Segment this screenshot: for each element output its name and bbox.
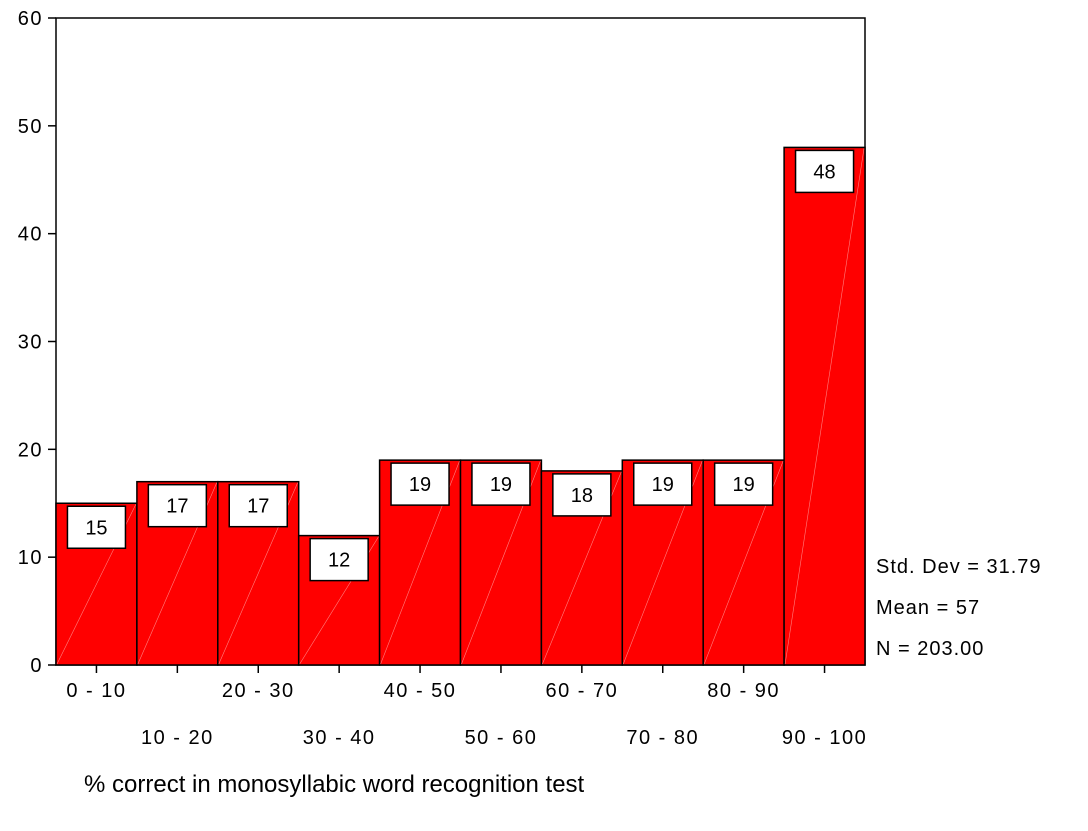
y-tick-label-20: 20 (18, 439, 43, 461)
x-tick-label-6: 50 - 60 (465, 727, 538, 749)
y-tick-label-40: 40 (18, 224, 43, 246)
bar-data-label-8: 19 (652, 474, 674, 496)
bar-label-box-8 (633, 462, 693, 506)
y-tick-label-10: 10 (18, 547, 43, 569)
mean-stat: Mean = 57 (876, 597, 980, 619)
bar-data-labels: 15 17 17 12 19 19 18 19 19 48 (66, 149, 855, 582)
bar-data-label-2: 17 (166, 496, 188, 518)
y-tick-label-60: 60 (18, 8, 43, 30)
x-axis: 0 - 10 10 - 20 20 - 30 30 - 40 40 - 50 50 - 6… (66, 665, 867, 749)
bar-data-label-5: 19 (409, 474, 431, 496)
x-tick-label-4: 30 - 40 (303, 727, 376, 749)
x-axis-title: % correct in monosyllabic word recogniti… (84, 771, 585, 798)
bar-data-label-3: 17 (247, 496, 269, 518)
x-tick-label-5: 40 - 50 (384, 680, 457, 702)
bar-label-box-6 (471, 462, 531, 506)
y-axis: 0 10 20 30 40 50 60 (18, 8, 56, 677)
bar-hatch-10 (784, 148, 865, 665)
n-stat: N = 203.00 (876, 638, 984, 660)
x-tick-label-1: 0 - 10 (66, 680, 126, 702)
y-tick-label-30: 30 (18, 332, 43, 354)
bar-label-box-10 (794, 149, 855, 194)
x-tick-label-9: 80 - 90 (707, 680, 780, 702)
x-tick-label-3: 20 - 30 (222, 680, 295, 702)
bar-data-label-10: 48 (813, 161, 835, 183)
y-tick-label-0: 0 (30, 655, 43, 677)
std-dev-stat: Std. Dev = 31.79 (876, 556, 1042, 578)
bar-data-label-6: 19 (490, 474, 512, 496)
y-tick-label-50: 50 (18, 116, 43, 138)
bar-data-label-1: 15 (85, 517, 107, 539)
bar-data-label-9: 19 (733, 474, 755, 496)
x-tick-label-7: 60 - 70 (545, 680, 618, 702)
bar-label-box-9 (713, 462, 774, 506)
bar-label-box-1 (66, 505, 127, 549)
bar-label-box-2 (147, 483, 208, 528)
bar-label-box-3 (228, 483, 288, 528)
x-tick-label-10: 90 - 100 (782, 727, 867, 749)
bar-label-box-4 (309, 537, 369, 582)
bar-label-box-5 (390, 462, 450, 506)
bar-data-label-7: 18 (571, 485, 593, 507)
x-tick-label-8: 70 - 80 (626, 727, 699, 749)
x-tick-label-2: 10 - 20 (141, 727, 214, 749)
bar-data-label-4: 12 (328, 550, 350, 572)
bar-label-box-7 (552, 473, 612, 517)
